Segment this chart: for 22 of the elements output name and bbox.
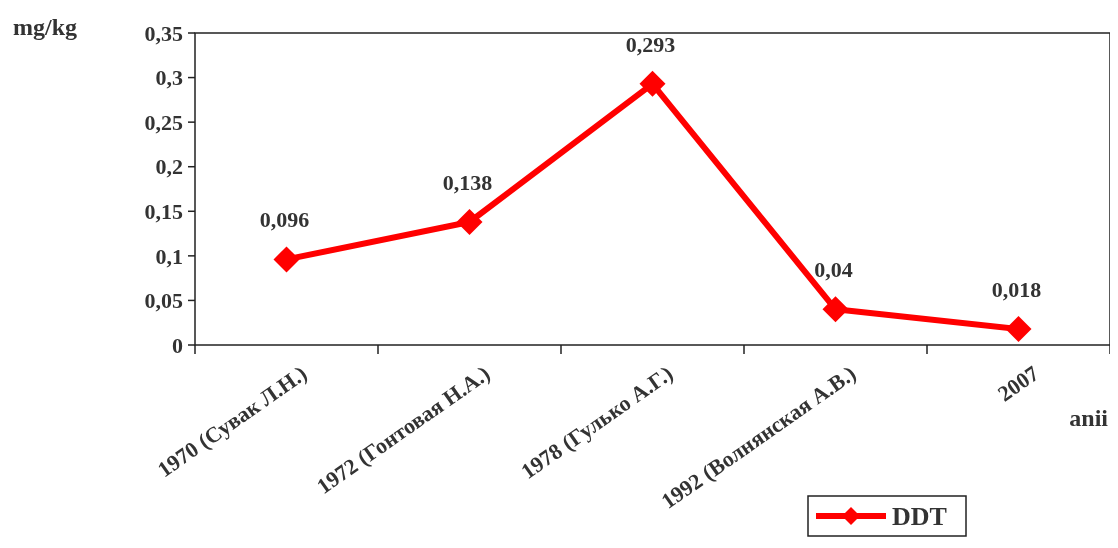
y-tick-label: 0,05	[144, 288, 183, 314]
point	[273, 246, 300, 273]
y-tick-label: 0,1	[155, 243, 183, 269]
y-tick-label: 0,15	[144, 198, 183, 224]
data-label: 0,138	[442, 169, 493, 195]
point	[639, 70, 666, 97]
data-label: 0,293	[625, 31, 676, 57]
y-tick-label: 0,3	[155, 65, 183, 91]
y-tick-label: 0	[172, 332, 183, 358]
data-label: 0,018	[991, 276, 1042, 302]
y-tick-label: 0,25	[144, 109, 183, 135]
y-tick-label: 0,2	[155, 154, 183, 180]
y-axis-title: mg/kg	[13, 14, 78, 40]
data-label: 0,04	[814, 257, 853, 283]
x-tick-label: 2007	[992, 360, 1044, 407]
point	[822, 296, 849, 323]
data-label: 0,096	[259, 207, 310, 233]
point	[456, 208, 483, 235]
y-tick-label: 0,35	[144, 20, 183, 46]
legend-label: DDT	[892, 502, 947, 532]
point	[1005, 315, 1032, 342]
x-axis-title: anii	[1069, 405, 1109, 431]
